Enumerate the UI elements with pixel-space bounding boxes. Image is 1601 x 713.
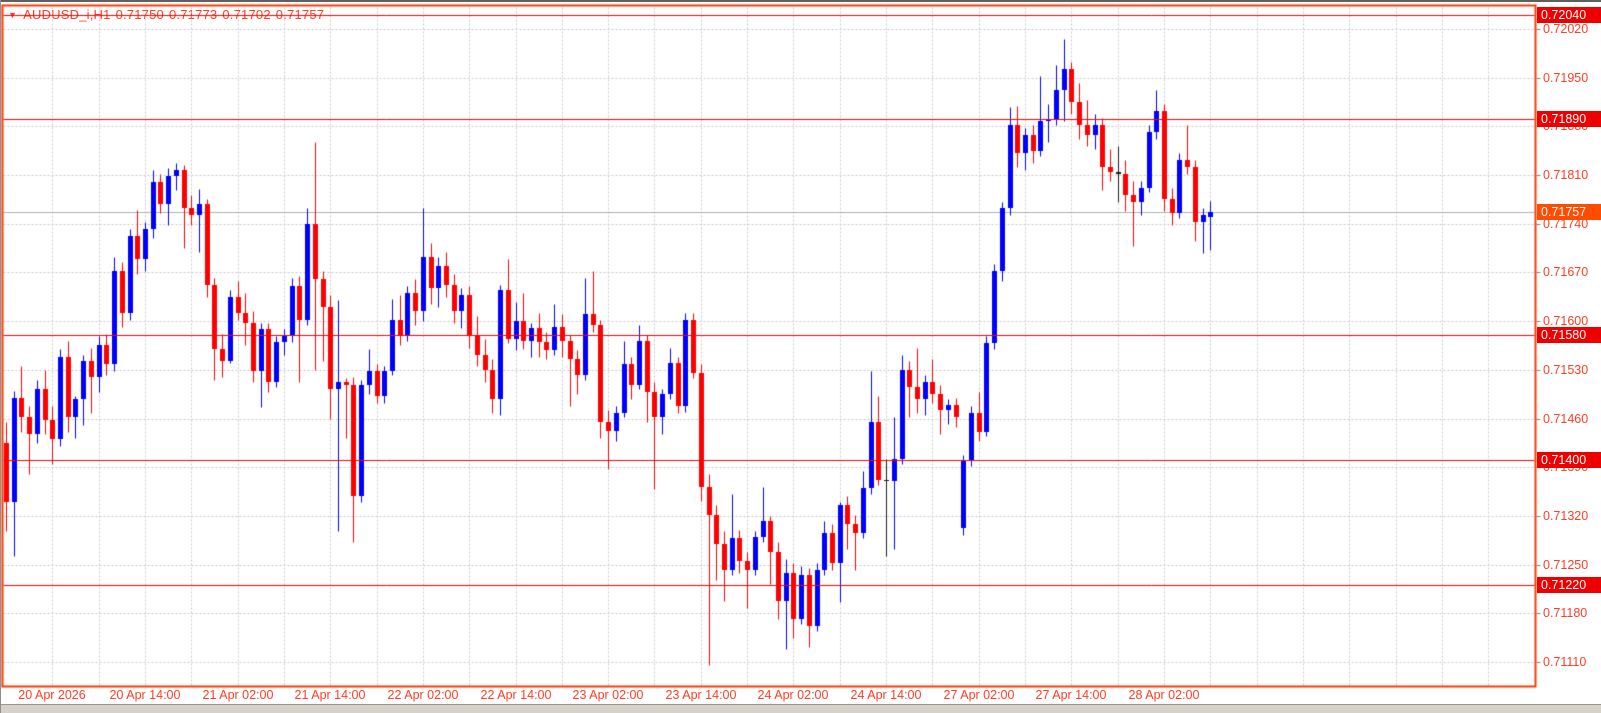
price-axis-label: 0.71950: [1543, 71, 1589, 85]
price-level-badge: 0.71220: [1537, 577, 1601, 593]
window-top-edge: [0, 0, 1601, 2]
status-bar: [0, 704, 1601, 713]
price-level-badge: 0.71400: [1537, 452, 1601, 468]
price-axis-label: 0.71180: [1543, 606, 1588, 620]
time-axis-label: 20 Apr 14:00: [109, 688, 181, 702]
time-axis-label: 20 Apr 2026: [18, 688, 86, 702]
price-axis-label: 0.71600: [1543, 314, 1589, 328]
time-axis-label: 23 Apr 02:00: [572, 688, 644, 702]
time-axis-label: 24 Apr 02:00: [757, 688, 829, 702]
time-axis-label: 22 Apr 02:00: [387, 688, 459, 702]
price-axis-label: 0.71460: [1543, 412, 1589, 426]
price-axis-label: 0.71810: [1543, 168, 1589, 182]
price-axis-label: 0.71530: [1543, 363, 1589, 377]
time-axis-label: 27 Apr 02:00: [943, 688, 1015, 702]
price-axis-label: 0.71740: [1543, 217, 1589, 231]
current-price-badge: 0.71757: [1537, 204, 1601, 220]
price-level-badge: 0.71890: [1537, 111, 1601, 127]
time-axis-label: 21 Apr 02:00: [202, 688, 274, 702]
time-axis-label: 22 Apr 14:00: [480, 688, 552, 702]
price-axis-label: 0.71110: [1543, 655, 1587, 669]
price-axis-label: 0.71320: [1543, 509, 1589, 523]
price-axis-label: 0.71250: [1543, 558, 1589, 572]
price-axis-label: 0.71670: [1543, 265, 1589, 279]
price-axis-label: 0.72020: [1543, 22, 1589, 36]
time-axis-label: 24 Apr 14:00: [850, 688, 922, 702]
price-level-badge: 0.72040: [1537, 7, 1601, 23]
window-left-edge: [0, 0, 1, 713]
time-axis-label: 21 Apr 14:00: [294, 688, 366, 702]
time-axis-label: 23 Apr 14:00: [665, 688, 737, 702]
time-axis-label: 27 Apr 14:00: [1035, 688, 1107, 702]
price-level-badge: 0.71580: [1537, 327, 1601, 343]
time-axis-label: 28 Apr 02:00: [1128, 688, 1200, 702]
